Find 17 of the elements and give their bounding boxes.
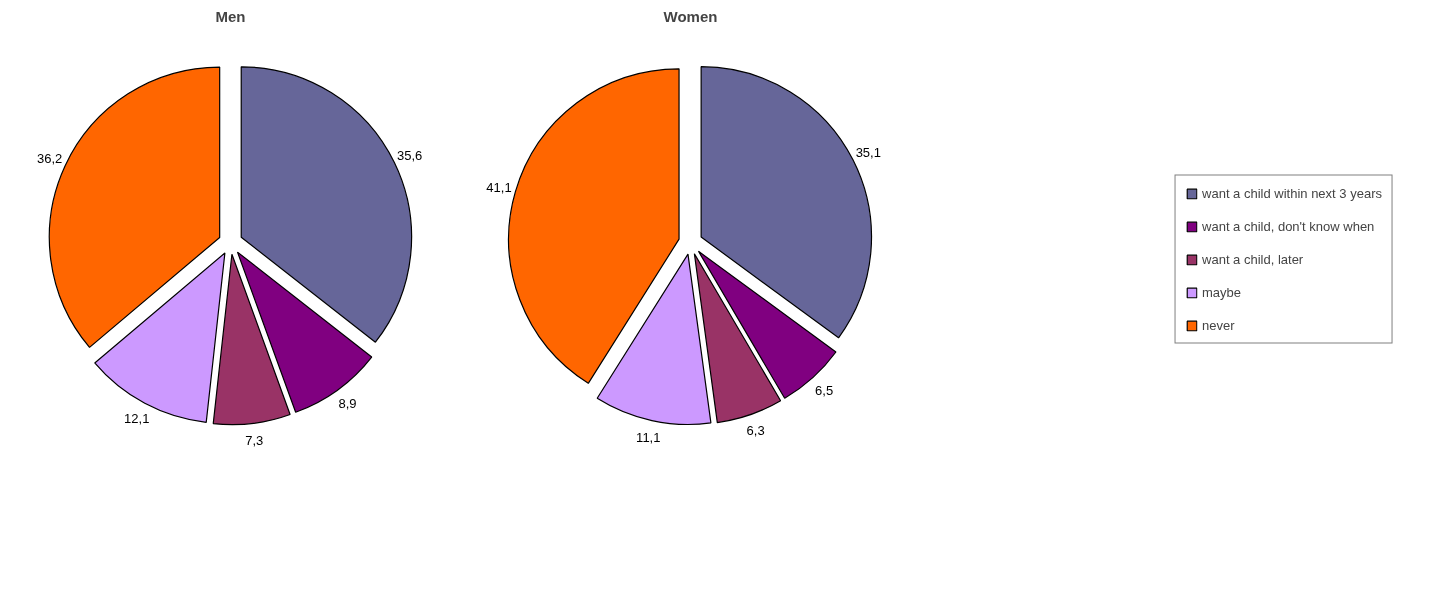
data-label: 35,1: [855, 144, 881, 160]
chart-title: Women: [663, 7, 718, 25]
data-label: 6,3: [746, 423, 765, 439]
data-label: 12,1: [124, 410, 150, 426]
data-label: 8,9: [338, 396, 357, 412]
data-label: 41,1: [486, 179, 512, 195]
data-label: 11,1: [636, 429, 661, 445]
data-label: 36,2: [37, 151, 63, 167]
legend-label: never: [1202, 317, 1235, 333]
legend-label: want a child, don't know when: [1202, 218, 1375, 234]
legend-label: maybe: [1202, 284, 1242, 300]
legend-label: want a child, later: [1202, 251, 1304, 267]
data-label: 35,6: [397, 147, 423, 163]
data-label: 6,5: [815, 382, 834, 398]
chart-title: Men: [215, 7, 246, 25]
legend-label: want a child within next 3 years: [1202, 185, 1382, 201]
data-label: 7,3: [245, 432, 264, 448]
